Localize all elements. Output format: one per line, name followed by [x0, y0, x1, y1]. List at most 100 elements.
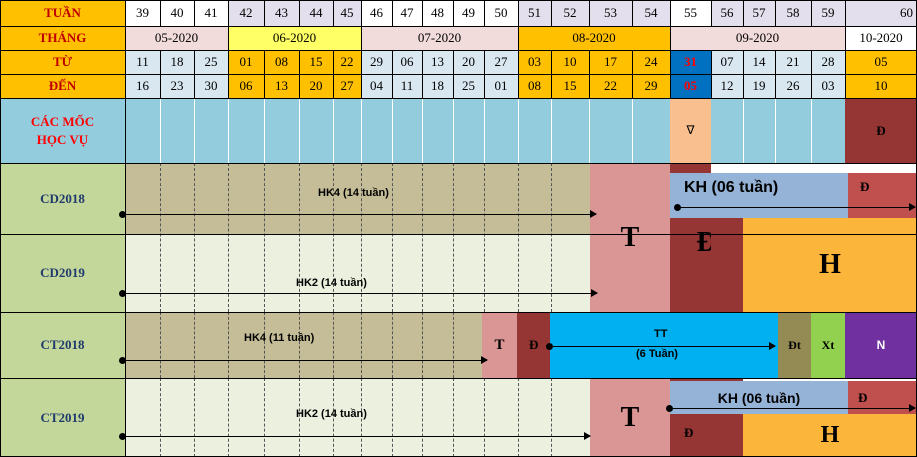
- grid-line: [194, 0, 195, 26]
- week-cell: 56: [711, 0, 743, 26]
- ct2019-term-label: HK2 (14 tuần): [296, 408, 367, 420]
- row-border: [0, 312, 917, 313]
- week-cell: 60: [845, 0, 917, 26]
- grid-line: [811, 50, 812, 98]
- header-to-label: ĐẾN: [0, 74, 125, 98]
- ct2018-term-label: HK4 (11 tuần): [244, 332, 315, 344]
- grid-line: [160, 378, 161, 457]
- arrow-start-dot: [119, 211, 126, 218]
- grid-line: [589, 98, 590, 163]
- xt-block: Xt: [811, 312, 845, 378]
- from-day-cell: 03: [518, 50, 551, 74]
- grid-line: [392, 0, 393, 26]
- grid-line: [711, 50, 712, 98]
- grid-line: [160, 0, 161, 26]
- milestone-label: CÁC MỐC HỌC VỤ: [0, 98, 125, 163]
- grid-line: [160, 98, 161, 163]
- arrow-start-dot: [674, 204, 681, 211]
- arrow-head-icon: [909, 404, 916, 412]
- t-block-ct2018: T: [482, 312, 517, 378]
- tt-title: TT: [654, 328, 668, 340]
- arrow-start-dot: [119, 290, 126, 297]
- to-day-cell: 18: [422, 74, 453, 98]
- week-cell: 53: [589, 0, 632, 26]
- grid-line: [484, 0, 485, 26]
- week-cell: 40: [160, 0, 194, 26]
- to-day-cell: 01: [484, 74, 518, 98]
- row-border: [0, 163, 917, 164]
- from-day-cell: 25: [194, 50, 228, 74]
- ct2018-arrow: [119, 356, 488, 364]
- grid-line: [453, 50, 454, 98]
- header-from-label: TỪ: [0, 50, 125, 74]
- week-cell: 42: [228, 0, 264, 26]
- h-block-ct2019: H: [743, 414, 917, 457]
- grid-line: [264, 312, 265, 378]
- grid-line: [361, 98, 362, 163]
- to-day-cell: 20: [299, 74, 333, 98]
- week-cell: 54: [632, 0, 670, 26]
- arrow-head-icon: [769, 342, 776, 350]
- grid-line: [811, 0, 812, 26]
- grid-line: [743, 50, 744, 98]
- to-day-cell: 15: [551, 74, 589, 98]
- grid-line: [670, 26, 671, 50]
- to-day-cell: 08: [518, 74, 551, 98]
- grid-line: [194, 378, 195, 457]
- month-cell: 06-2020: [228, 26, 361, 50]
- d-block-cd-2: [711, 218, 743, 312]
- grid-line: [670, 50, 671, 98]
- n-block: N: [845, 312, 917, 378]
- tt-block: [550, 312, 778, 378]
- arrow-start-dot: [666, 405, 673, 412]
- header-month-label: THÁNG: [0, 26, 125, 50]
- week-cell: 57: [743, 0, 775, 26]
- grid-line: [422, 50, 423, 98]
- grid-line: [518, 50, 519, 98]
- to-day-cell: 04: [361, 74, 392, 98]
- grid-line: [361, 378, 362, 457]
- from-day-cell: 07: [711, 50, 743, 74]
- from-day-cell: 11: [125, 50, 160, 74]
- grid-line: [589, 50, 590, 98]
- grid-line: [422, 312, 423, 378]
- d-top-cd: Đ: [848, 173, 917, 218]
- grid-line: [518, 163, 519, 312]
- from-day-cell: 18: [160, 50, 194, 74]
- week-cell: 58: [775, 0, 811, 26]
- tt-subtitle: (6 Tuần): [636, 348, 678, 360]
- grid-line: [551, 98, 552, 163]
- grid-line: [264, 163, 265, 312]
- header-weeks-label: TUẦN: [0, 0, 125, 26]
- arrow-head-icon: [584, 432, 591, 440]
- tt-arrow: [546, 342, 776, 350]
- grid-line: [299, 163, 300, 312]
- grid-line: [484, 98, 485, 163]
- grid-line: [484, 378, 485, 457]
- grid-line: [453, 378, 454, 457]
- d-top-ct: Đ: [848, 381, 917, 414]
- grid-line: [333, 312, 334, 378]
- grid-line: [333, 163, 334, 312]
- grid-line: [299, 0, 300, 26]
- week-cell: 41: [194, 0, 228, 26]
- cd2019-arrow: [119, 289, 598, 297]
- grid-line: [775, 0, 776, 26]
- cd2018-term-label: HK4 (14 tuần): [318, 187, 389, 199]
- grid-line: [299, 378, 300, 457]
- kh-block-ct: KH (06 tuần): [670, 381, 848, 414]
- grid-line: [392, 98, 393, 163]
- to-day-cell: 26: [775, 74, 811, 98]
- month-cell: 07-2020: [361, 26, 518, 50]
- arrow-head-icon: [591, 289, 598, 297]
- grid-line: [453, 163, 454, 312]
- arrow-start-dot: [546, 343, 553, 350]
- arrow-head-icon: [590, 210, 597, 218]
- grid-line: [228, 0, 229, 26]
- dt-block: Đt: [778, 312, 811, 378]
- grid-line: [361, 312, 362, 378]
- cd2019-term-bg: [125, 234, 590, 312]
- grid-line: [228, 26, 229, 50]
- week-cell: 52: [551, 0, 589, 26]
- grid-line: [775, 50, 776, 98]
